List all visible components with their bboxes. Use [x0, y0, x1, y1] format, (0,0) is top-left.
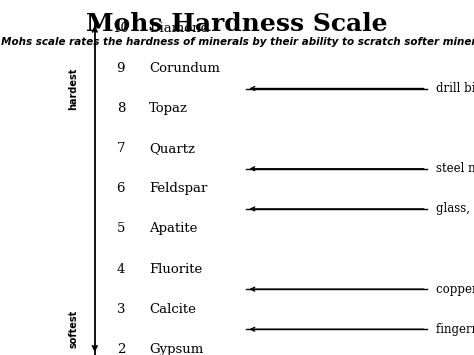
Text: Diamond: Diamond [149, 22, 210, 35]
Text: steel nail (6.5): steel nail (6.5) [436, 162, 474, 175]
Text: 7: 7 [117, 142, 125, 155]
Text: 4: 4 [117, 263, 125, 275]
Text: Calcite: Calcite [149, 303, 196, 316]
Text: 9: 9 [117, 62, 125, 75]
Text: 10: 10 [112, 22, 129, 35]
Text: The Mohs scale rates the hardness of minerals by their ability to scratch softer: The Mohs scale rates the hardness of min… [0, 37, 474, 47]
Text: Feldspar: Feldspar [149, 182, 208, 195]
Text: Quartz: Quartz [149, 142, 195, 155]
Text: hardest: hardest [68, 67, 79, 110]
Text: 6: 6 [117, 182, 125, 195]
Text: Apatite: Apatite [149, 223, 198, 235]
Text: 5: 5 [117, 223, 125, 235]
Text: 3: 3 [117, 303, 125, 316]
Text: Fluorite: Fluorite [149, 263, 202, 275]
Text: Gypsum: Gypsum [149, 343, 203, 355]
Text: 2: 2 [117, 343, 125, 355]
Text: Mohs Hardness Scale: Mohs Hardness Scale [86, 12, 388, 37]
Text: Topaz: Topaz [149, 102, 188, 115]
Text: copper coin (3.5): copper coin (3.5) [436, 283, 474, 296]
Text: glass, knife (5.5): glass, knife (5.5) [436, 202, 474, 215]
Text: Corundum: Corundum [149, 62, 220, 75]
Text: softest: softest [68, 310, 79, 348]
Text: fingernail (2.5): fingernail (2.5) [436, 323, 474, 336]
Text: drill bit (8.5): drill bit (8.5) [436, 82, 474, 95]
Text: 8: 8 [117, 102, 125, 115]
